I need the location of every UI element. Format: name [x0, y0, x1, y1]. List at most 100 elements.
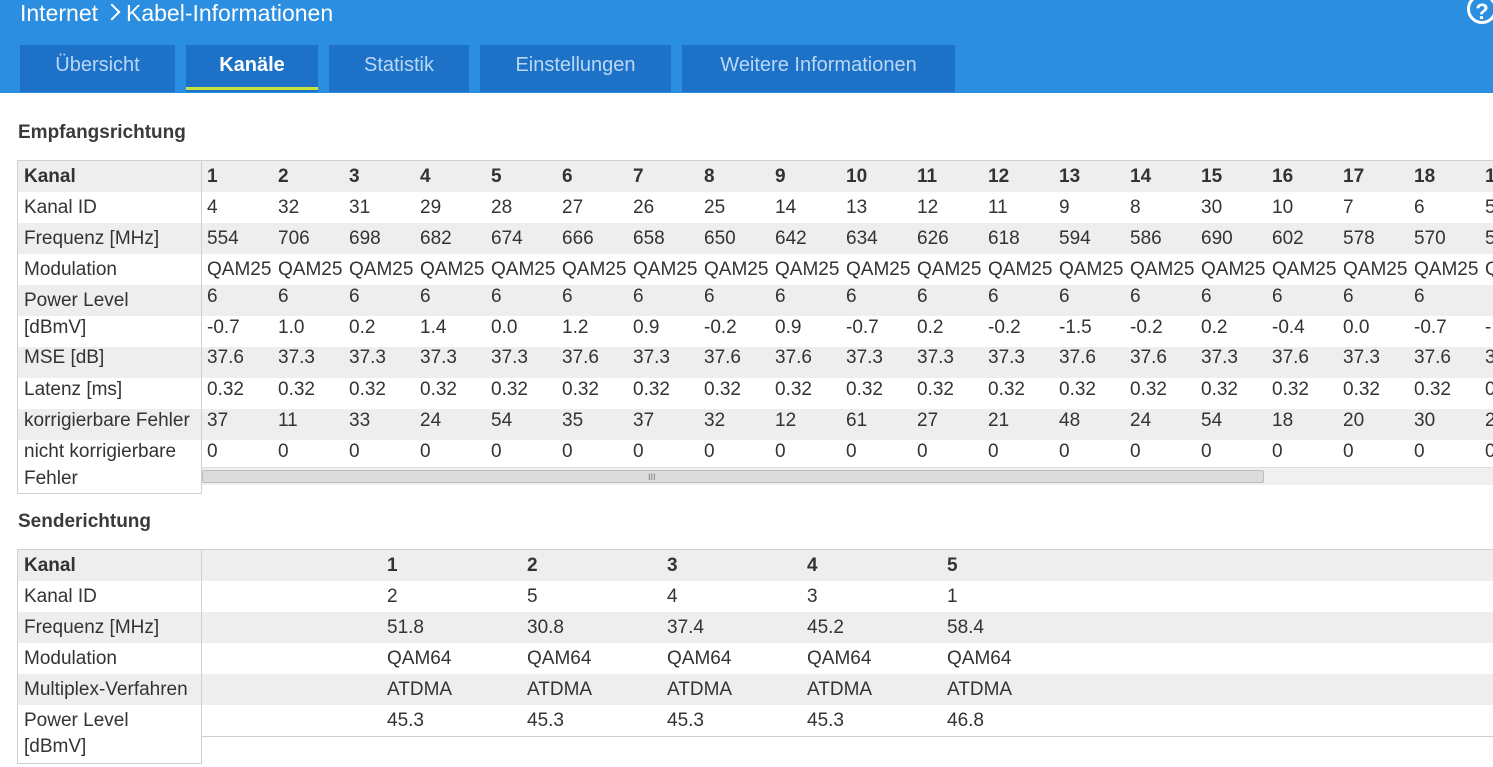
- modulation-value: QAM64: [527, 648, 592, 669]
- table-row: [18, 581, 1493, 612]
- power-level-value: 0.2: [349, 317, 376, 338]
- modulation-value-wrap: 6: [349, 286, 360, 307]
- channel-id-value: 3: [807, 586, 818, 607]
- tab-uebersicht[interactable]: Übersicht: [20, 45, 175, 92]
- power-level-value: -0.7: [207, 317, 240, 338]
- channel-id-value: 25: [704, 197, 726, 218]
- row-label: Latenz [ms]: [24, 379, 123, 400]
- correctable-errors-value: 48: [1059, 410, 1081, 431]
- modulation-value-wrap: 6: [988, 286, 999, 307]
- modulation-value: QAM25: [775, 259, 840, 280]
- frequency-value: 570: [1414, 228, 1446, 249]
- channel-id-value: 1: [947, 586, 958, 607]
- power-level-value: 1.4: [420, 317, 447, 338]
- channel-number: 9: [775, 166, 786, 187]
- tab-weitere-informationen[interactable]: Weitere Informationen: [682, 45, 955, 92]
- modulation-value: QAM25: [633, 259, 698, 280]
- correctable-errors-value: 2: [1485, 410, 1493, 431]
- power-level-value: 46.8: [947, 710, 984, 731]
- channel-number: 13: [1059, 166, 1081, 187]
- mse-value: 37.6: [1130, 347, 1167, 368]
- latency-value: 0.32: [1130, 379, 1167, 400]
- frequency-value: 58.4: [947, 617, 984, 638]
- modulation-value: QAM64: [667, 648, 732, 669]
- modulation-value: QAM25: [562, 259, 627, 280]
- power-level-value: -0.2: [1130, 317, 1163, 338]
- modulation-value: QAM25: [704, 259, 769, 280]
- tab-statistik[interactable]: Statistik: [329, 45, 469, 92]
- tab-einstellungen[interactable]: Einstellungen: [480, 45, 671, 92]
- table-row: [18, 161, 1493, 192]
- latency-value: 0.32: [846, 379, 883, 400]
- modulation-value: QAM25: [1414, 259, 1479, 280]
- channel-number: 10: [846, 166, 868, 187]
- row-label: Frequenz [MHz]: [24, 617, 160, 638]
- correctable-errors-value: 30: [1414, 410, 1436, 431]
- uncorrectable-errors-value: 0: [562, 441, 573, 462]
- row-label: [dBmV]: [24, 317, 87, 338]
- frequency-value: 554: [207, 228, 239, 249]
- channel-number: 1: [1485, 166, 1493, 187]
- latency-value: 0.32: [207, 379, 244, 400]
- channel-id-value: 28: [491, 197, 513, 218]
- correctable-errors-value: 11: [278, 410, 298, 431]
- table-row: [18, 612, 1493, 643]
- channel-id-value: 27: [562, 197, 584, 218]
- power-level-value: 0.0: [491, 317, 518, 338]
- help-icon[interactable]: ?: [1467, 0, 1493, 24]
- frequency-value: 658: [633, 228, 665, 249]
- power-level-value: 45.3: [527, 710, 564, 731]
- channel-id-value: 5: [527, 586, 538, 607]
- modulation-value-wrap: 6: [1201, 286, 1212, 307]
- modulation-value-wrap: 6: [1343, 286, 1354, 307]
- latency-value: 0: [1485, 379, 1493, 400]
- frequency-value: 30.8: [527, 617, 564, 638]
- frequency-value: 674: [491, 228, 523, 249]
- correctable-errors-value: 37: [633, 410, 655, 431]
- uncorrectable-errors-value: 0: [491, 441, 502, 462]
- mse-value: 37.3: [420, 347, 457, 368]
- tab-kanaele[interactable]: Kanäle: [186, 45, 318, 92]
- tab-label: Einstellungen: [515, 54, 636, 76]
- correctable-errors-value: 54: [1201, 410, 1223, 431]
- latency-value: 0.32: [704, 379, 741, 400]
- channel-id-value: 26: [633, 197, 655, 218]
- horizontal-scrollbar[interactable]: III: [202, 467, 1493, 485]
- table-row: [18, 643, 1493, 674]
- channel-number: 7: [633, 166, 644, 187]
- uncorrectable-errors-value: 0: [704, 441, 715, 462]
- uncorrectable-errors-value: 0: [1343, 441, 1354, 462]
- uncorrectable-errors-value: 0: [207, 441, 218, 462]
- latency-value: 0.32: [1272, 379, 1309, 400]
- channel-number: 4: [807, 555, 818, 576]
- latency-value: 0.32: [349, 379, 386, 400]
- channel-number: 6: [562, 166, 573, 187]
- tab-label: Kanäle: [219, 54, 285, 76]
- modulation-value: QAM25: [1201, 259, 1266, 280]
- row-label: Power Level: [24, 710, 129, 731]
- channel-number: 17: [1343, 166, 1365, 187]
- mse-value: 37.6: [775, 347, 812, 368]
- row-label: korrigierbare Fehler: [24, 410, 190, 431]
- row-label: Kanal: [24, 166, 76, 187]
- table-border: [201, 736, 1493, 737]
- channel-id-value: 4: [667, 586, 678, 607]
- table-row: [18, 285, 1493, 316]
- breadcrumb-parent[interactable]: Internet: [20, 0, 98, 26]
- modulation-value-wrap: 6: [917, 286, 928, 307]
- mse-value: 37.3: [491, 347, 528, 368]
- row-label: Power Level: [24, 290, 129, 311]
- table-border: [17, 549, 18, 764]
- mse-value: 37.3: [1343, 347, 1380, 368]
- frequency-value: 45.2: [807, 617, 844, 638]
- scrollbar-thumb[interactable]: III: [202, 470, 1264, 483]
- header-bar: Internet Kabel-Informationen ? Übersicht …: [0, 0, 1493, 93]
- modulation-value: QAM25: [1343, 259, 1408, 280]
- correctable-errors-value: 20: [1343, 410, 1365, 431]
- channel-id-value: 11: [988, 197, 1008, 218]
- modulation-value: QAM25: [846, 259, 911, 280]
- frequency-value: 51.8: [387, 617, 424, 638]
- mse-value: 37.6: [1272, 347, 1309, 368]
- channel-number: 8: [704, 166, 715, 187]
- table-row: [18, 347, 1493, 378]
